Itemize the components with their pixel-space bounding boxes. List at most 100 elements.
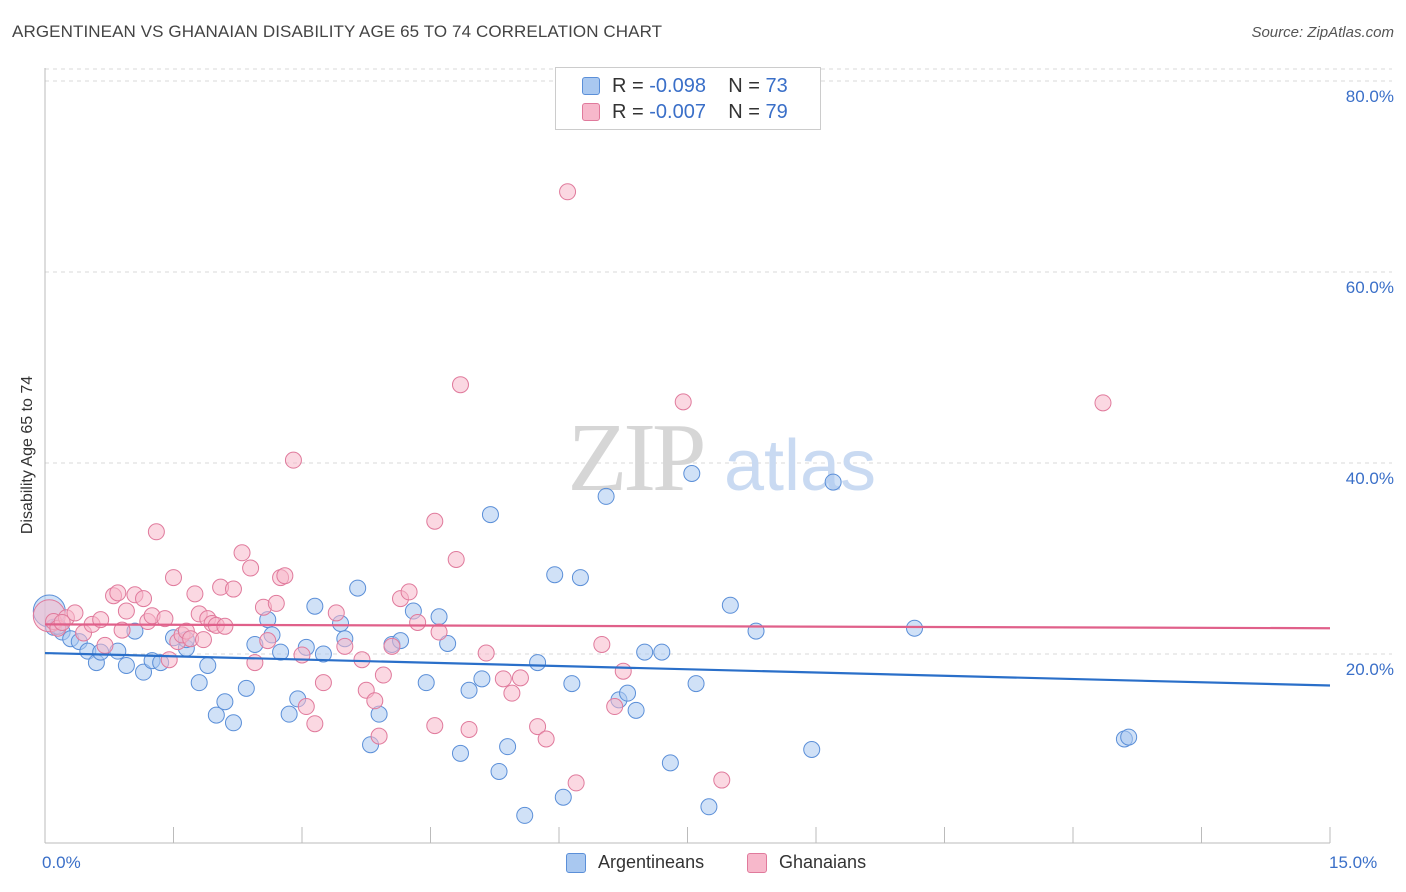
ghanaians-point <box>135 590 153 608</box>
ghanaians-point <box>259 632 277 650</box>
ghanaians-point <box>160 651 178 669</box>
legend-r-value: -0.098 <box>649 75 706 97</box>
argentineans-point <box>824 473 842 491</box>
ghanaians-point <box>503 684 521 702</box>
ghanaians-point <box>113 621 131 639</box>
legend-swatch-pink <box>582 103 600 121</box>
argentineans-point <box>529 654 547 672</box>
argentineans-point <box>439 634 457 652</box>
argentineans-point <box>216 693 234 711</box>
ghanaians-point <box>297 698 315 716</box>
ghanaians-point <box>477 644 495 662</box>
legend-label: Argentineans <box>598 852 705 872</box>
ghanaians-point <box>353 651 371 669</box>
argentineans-point <box>135 663 153 681</box>
ghanaians-point <box>165 569 182 587</box>
argentineans-point <box>460 681 478 699</box>
argentineans-point <box>1120 728 1138 746</box>
argentineans-point <box>481 506 499 524</box>
ghanaians-point <box>53 613 71 631</box>
argentineans-point <box>473 670 491 688</box>
argentineans-point <box>571 569 589 587</box>
ghanaians-point <box>447 550 465 568</box>
x-tick-label-min: 0.0% <box>42 853 81 872</box>
legend-text: R = -0.007 N = 79 <box>612 101 788 124</box>
ghanaians-point <box>1094 394 1112 412</box>
argentineans-point <box>490 762 508 780</box>
argentineans-point <box>314 645 332 663</box>
legend-r-label: R = <box>612 101 644 123</box>
argentineans-point <box>721 596 739 614</box>
argentineans-point <box>224 714 242 732</box>
ghanaians-point <box>96 636 114 654</box>
x-tick-label-max: 15.0% <box>1329 853 1378 872</box>
argentineans-point <box>597 487 615 505</box>
argentineans-point <box>636 643 654 661</box>
argentineans-point <box>546 566 564 584</box>
argentineans-point <box>207 706 225 724</box>
legend-label: Ghanaians <box>779 852 867 872</box>
ghanaians-point <box>314 674 332 692</box>
correlation-legend: R = -0.098 N = 73 R = -0.007 N = 79 <box>555 67 821 130</box>
legend-r-value: -0.007 <box>649 101 706 123</box>
ghanaians-point <box>306 715 324 733</box>
ghanaians-point <box>426 512 444 530</box>
y-tick-label-40: 40.0% <box>1345 469 1394 488</box>
ghanaians-point <box>426 717 444 735</box>
ghanaians-point <box>370 727 388 745</box>
argentineans-point <box>554 788 572 806</box>
ghanaians-point <box>374 666 392 684</box>
ghanaians-point <box>511 669 529 687</box>
ghanaians-point <box>276 567 294 585</box>
argentineans-point <box>280 705 298 723</box>
ghanaians-point <box>529 718 547 736</box>
argentineans-point <box>190 674 208 692</box>
argentineans-point <box>627 701 645 719</box>
ghanaians-point <box>216 617 234 635</box>
ghanaians-point <box>242 559 260 577</box>
legend-n-label: N = <box>728 101 760 123</box>
ghanaians-point <box>430 623 448 641</box>
legend-r-label: R = <box>612 75 644 97</box>
ghanaians-point <box>66 604 84 622</box>
ghanaians-point <box>246 654 264 672</box>
ghanaians-point <box>606 698 624 716</box>
ghanaians-point <box>194 631 212 649</box>
argentineans-point <box>563 675 581 693</box>
argentineans-point <box>117 656 135 674</box>
argentineans-point <box>661 754 679 772</box>
argentineans-point <box>653 643 671 661</box>
ghanaians-point <box>233 544 251 562</box>
ghanaians-point <box>494 670 512 688</box>
ghanaians-point <box>327 604 345 622</box>
legend-n-value: 79 <box>765 101 788 123</box>
ghanaians-point <box>409 613 427 631</box>
ghanaians-point <box>400 583 418 601</box>
ghanaians-point <box>109 584 127 602</box>
argentineans-point <box>417 674 435 692</box>
y-tick-label-80: 80.0% <box>1345 87 1394 106</box>
ghanaians-point <box>383 637 401 655</box>
argentineans-point <box>683 465 701 483</box>
argentineans-trend-line <box>44 651 1331 687</box>
ghanaians-point <box>674 393 692 411</box>
legend-n-label: N = <box>728 75 760 97</box>
ghanaians-point <box>366 692 384 710</box>
argentineans-point <box>619 684 637 702</box>
ghanaians-point <box>147 523 165 541</box>
legend-text: R = -0.098 N = 73 <box>612 75 788 98</box>
watermark: ZIP atlas <box>568 404 877 512</box>
argentineans-point <box>516 806 534 824</box>
chart-title: ARGENTINEAN VS GHANAIAN DISABILITY AGE 6… <box>12 22 663 41</box>
argentineans-point <box>451 744 469 762</box>
argentineans-point <box>306 597 324 615</box>
y-tick-label-20: 20.0% <box>1345 660 1394 679</box>
argentineans-point <box>803 741 821 758</box>
trend-lines <box>44 623 1331 687</box>
legend-swatch-blue <box>566 853 586 873</box>
ghanaians-point <box>284 451 302 469</box>
argentineans-point <box>199 656 217 674</box>
ghanaians-point <box>614 662 632 680</box>
legend-swatch-pink <box>747 853 767 873</box>
